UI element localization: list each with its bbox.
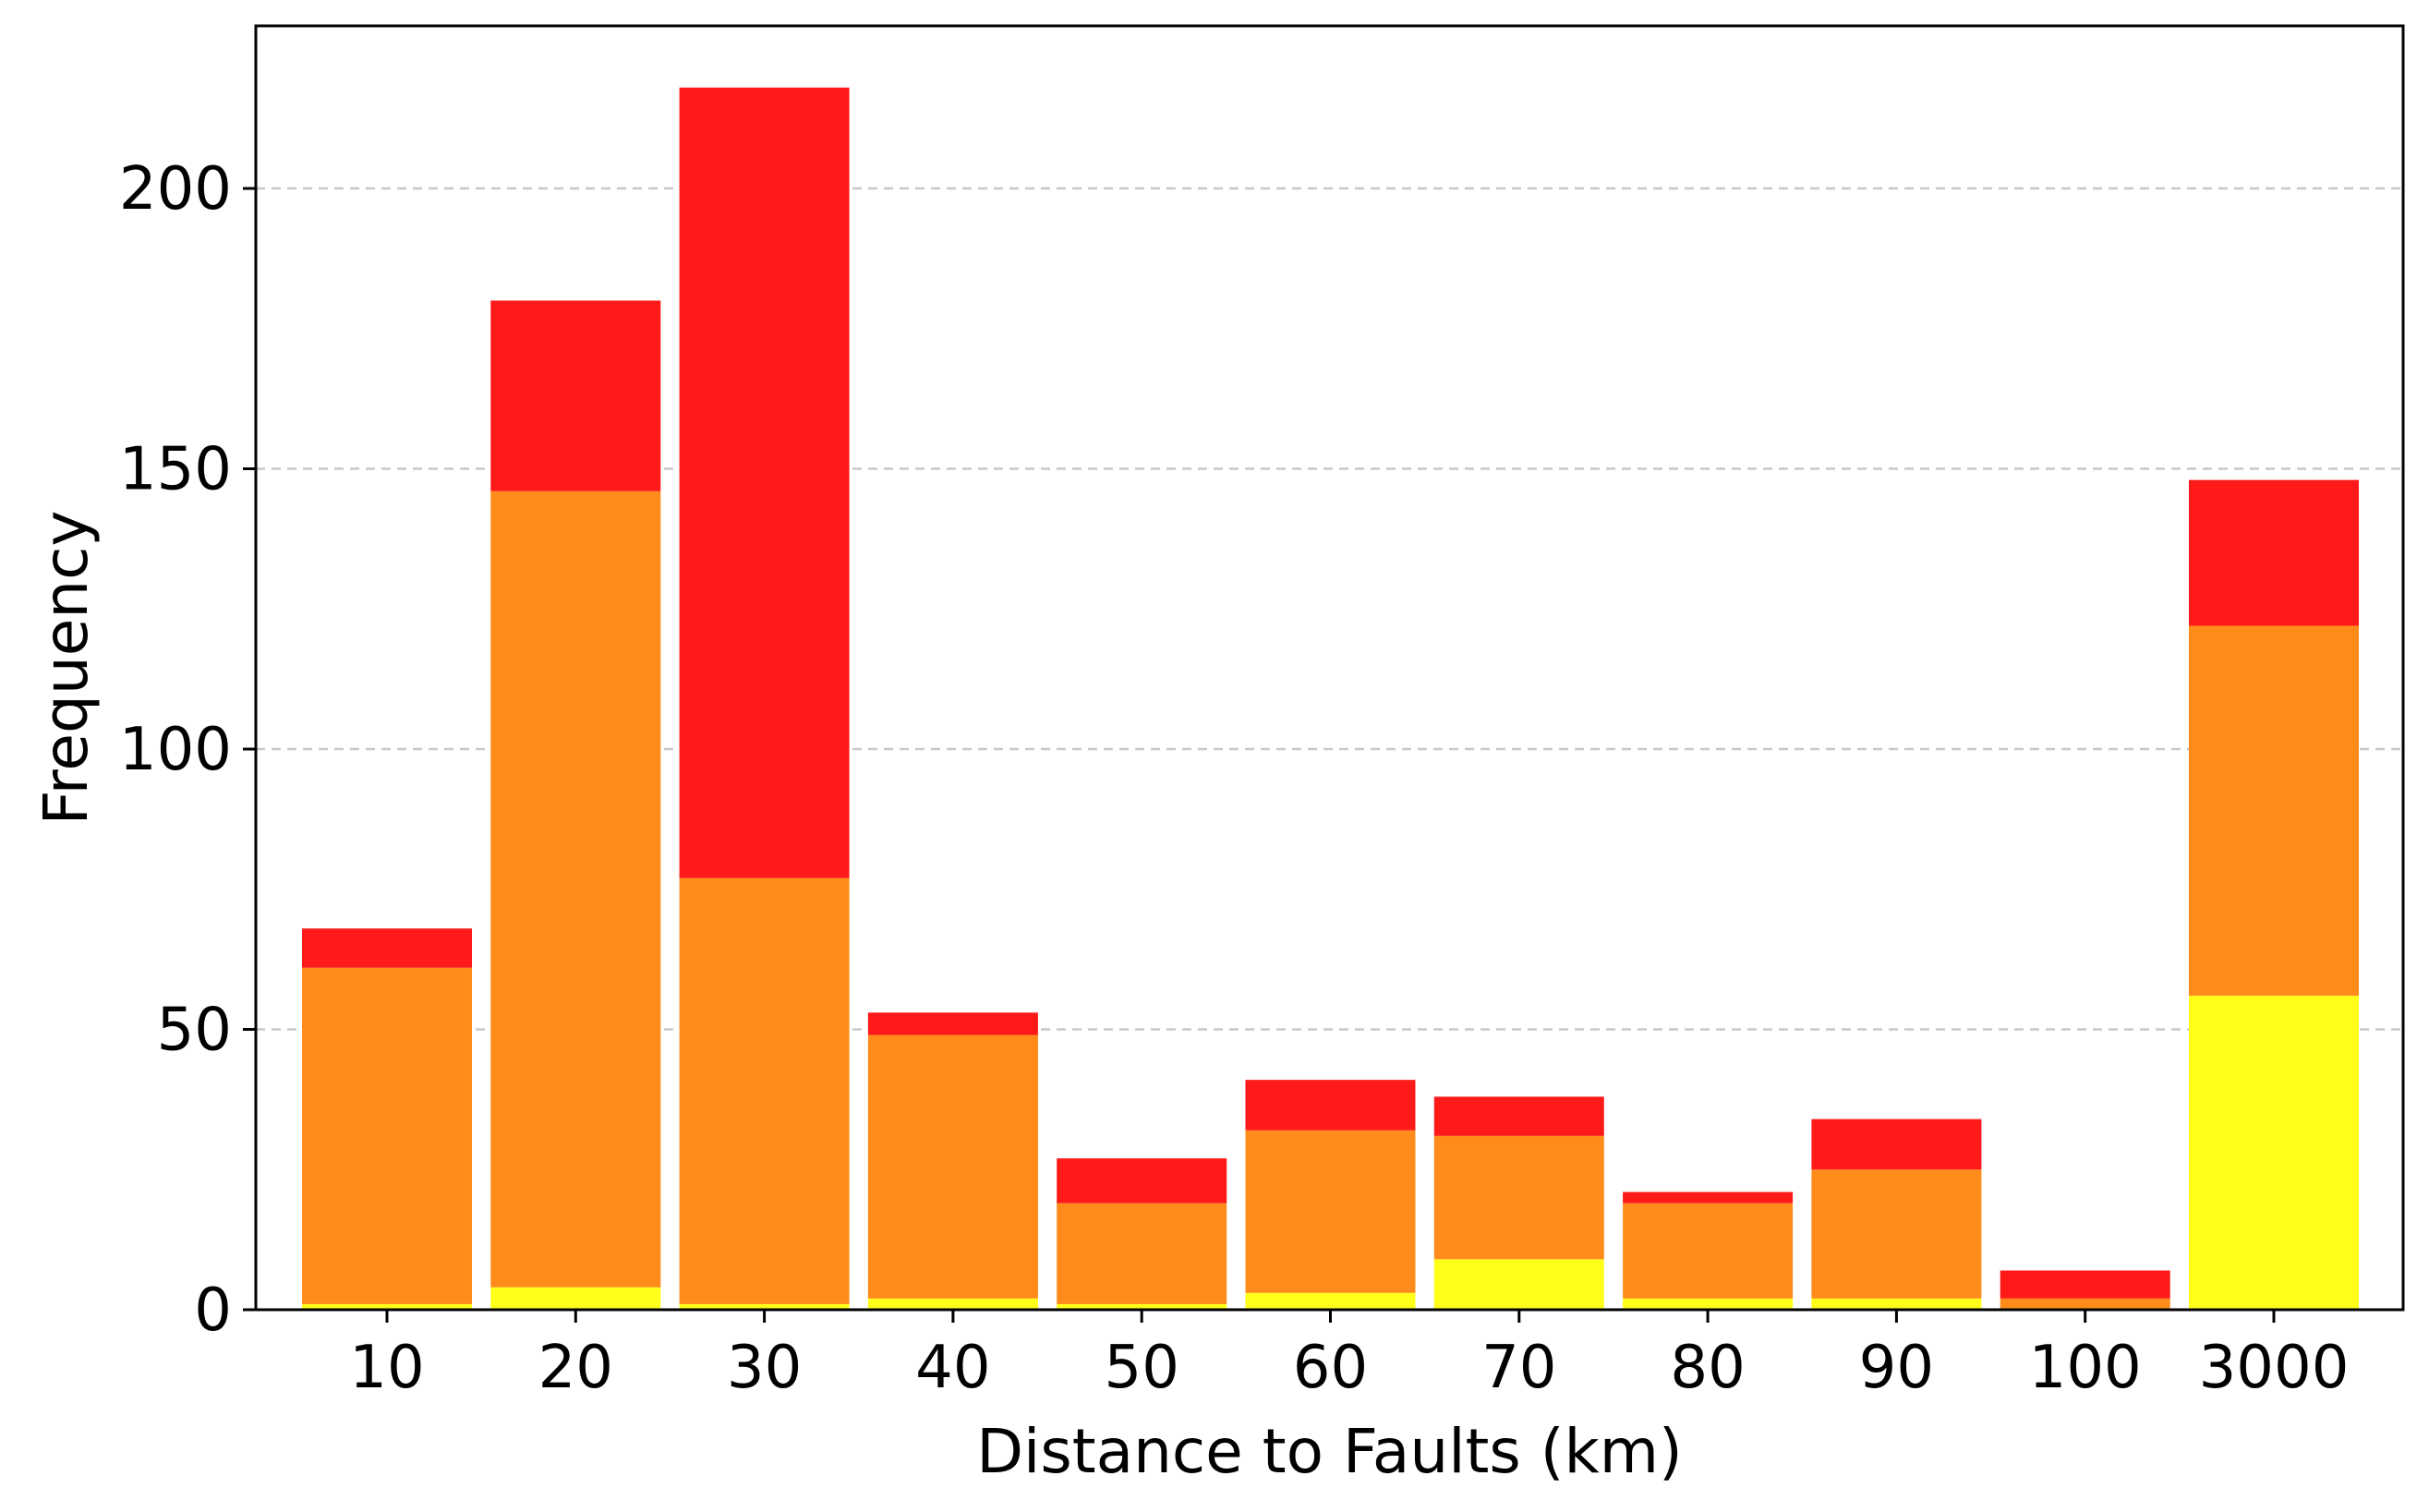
x-tick-label: 50 [1104,1334,1178,1402]
y-tick-label: 0 [194,1276,232,1345]
bar-30-series-1 [679,1303,850,1310]
bar-10-series-3 [302,928,472,968]
x-tick-label: 80 [1670,1334,1745,1402]
bar-80-series-3 [1623,1191,1794,1204]
bar-60-series-2 [1245,1130,1416,1293]
bar-80-series-1 [1623,1298,1794,1310]
x-tick-label: 90 [1859,1334,1934,1402]
bar-3000-series-1 [2189,996,2359,1310]
y-tick-label: 150 [119,436,232,504]
x-tick-label: 3000 [2199,1334,2350,1402]
bar-50-series-1 [1057,1303,1227,1310]
y-axis: 0 50 100 150 200 [119,155,256,1345]
x-tick-label: 20 [538,1334,613,1402]
bar-30-series-2 [679,877,850,1304]
bar-100-series-2 [2000,1298,2170,1310]
bar-90-series-2 [1811,1169,1982,1299]
bar-100-series-3 [2000,1270,2170,1299]
bar-60-series-3 [1245,1080,1416,1131]
bar-20-series-3 [490,300,661,491]
bar-50-series-3 [1057,1158,1227,1204]
x-axis-title: Distance to Faults (km) [976,1416,1683,1487]
bar-70-series-1 [1433,1259,1604,1310]
bar-3000-series-2 [2189,625,2359,997]
bar-20-series-1 [490,1287,661,1310]
bar-30-series-3 [679,87,850,878]
x-tick-label: 10 [349,1334,424,1402]
y-tick-label: 200 [119,155,232,224]
bar-50-series-2 [1057,1203,1227,1304]
y-axis-title: Frequency [30,511,102,826]
x-tick-label: 100 [2029,1334,2142,1402]
gridlines [256,187,2403,1031]
x-tick-label: 30 [727,1334,802,1402]
bar-10-series-1 [302,1303,472,1310]
bar-70-series-3 [1433,1096,1604,1136]
bar-80-series-2 [1623,1203,1794,1299]
bar-90-series-1 [1811,1298,1982,1310]
bar-60-series-1 [1245,1292,1416,1310]
bar-90-series-3 [1811,1119,1982,1170]
x-tick-label: 70 [1481,1334,1556,1402]
x-tick-label: 40 [915,1334,990,1402]
y-tick-label: 50 [157,997,232,1065]
bar-20-series-2 [490,490,661,1288]
y-tick-label: 100 [119,716,232,784]
bar-3000-series-3 [2189,479,2359,626]
bar-10-series-2 [302,967,472,1304]
bar-40-series-2 [867,1034,1038,1299]
bar-40-series-1 [867,1298,1038,1310]
bar-70-series-2 [1433,1135,1604,1260]
bar-40-series-3 [867,1012,1038,1035]
x-tick-label: 60 [1293,1334,1368,1402]
bars [302,87,2359,1310]
x-axis: 10 20 30 40 50 60 70 80 90 100 3000 [349,1310,2349,1402]
